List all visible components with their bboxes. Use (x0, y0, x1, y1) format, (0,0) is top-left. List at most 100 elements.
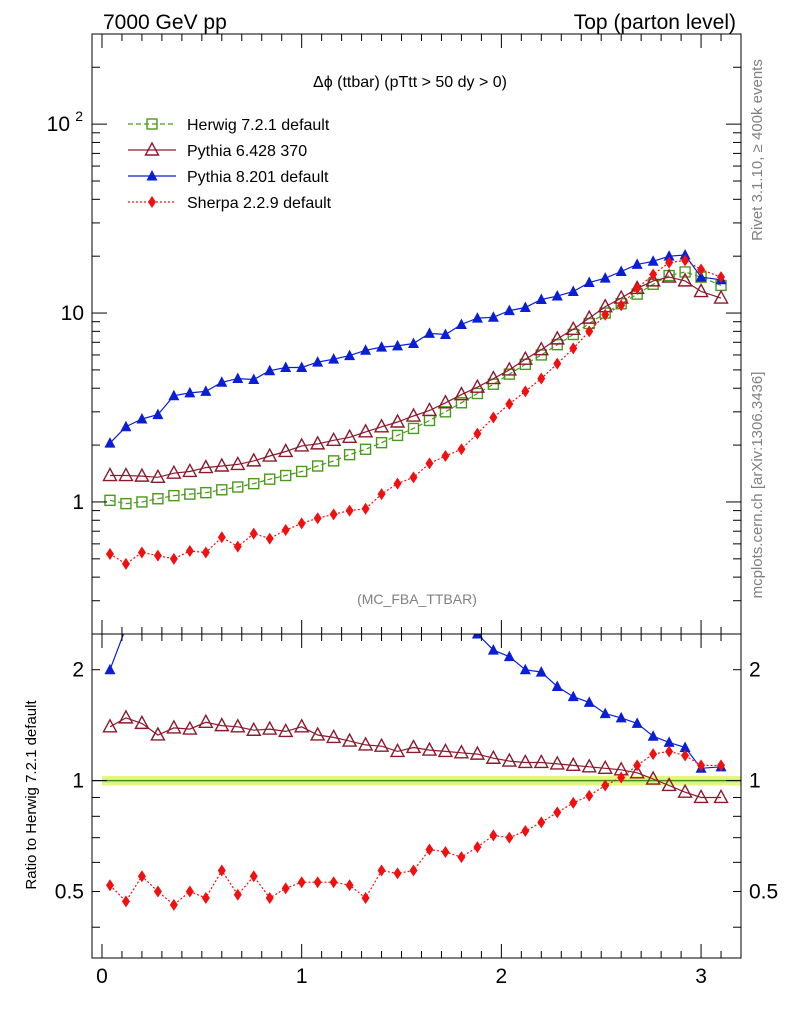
top-point-0-3 (152, 493, 164, 505)
ratio-point-0-28 (549, 755, 565, 770)
top-point-3-21 (441, 450, 450, 463)
ratio-point-0-33 (629, 764, 645, 779)
top-point-0-12 (295, 465, 308, 478)
top-point-1-10 (262, 447, 278, 462)
top-point-2-3 (152, 408, 164, 420)
top-point-0-11 (280, 469, 292, 482)
top-axes: 1 10 10 2 (47, 33, 742, 635)
top-point-1-25 (501, 361, 518, 376)
ratio-point-0-30 (581, 758, 597, 773)
ratio-point-2-22 (457, 851, 466, 864)
top-point-1-30 (581, 309, 597, 324)
ratio-series-1 (104, 634, 727, 773)
top-point-0-16 (359, 443, 372, 455)
ratio-point-2-34 (649, 748, 658, 761)
top-point-1-8 (230, 455, 246, 471)
ratio-point-2-26 (521, 824, 530, 837)
ratio-point-2-36 (681, 749, 690, 762)
ratio-point-0-6 (198, 713, 214, 728)
top-point-3-28 (553, 357, 562, 370)
ratio-point-1-25 (503, 650, 515, 662)
top-point-1-21 (437, 394, 454, 409)
legend-label-1: Pythia 6.428 370 (187, 143, 307, 160)
ratio-point-2-8 (233, 888, 242, 901)
ratio-y-tick-label-right: 2 (749, 659, 761, 682)
top-point-2-7 (216, 376, 228, 387)
legend-entry-3: Sherpa 2.2.9 default (128, 195, 332, 212)
ratio-point-2-27 (537, 816, 546, 829)
top-point-3-29 (569, 342, 578, 355)
top-y-tick-label: 1 (72, 491, 84, 514)
rivet-label: Rivet 3.1.10, ≥ 400k events (749, 59, 766, 241)
legend-marker-0 (146, 118, 158, 130)
top-point-3-22 (457, 443, 466, 456)
ratio-point-0-18 (389, 742, 406, 758)
ratio-point-2-33 (633, 759, 642, 772)
ratio-point-2-23 (473, 841, 482, 854)
watermark: (MC_FBA_TTBAR) (357, 591, 477, 607)
legend-marker-2 (146, 170, 158, 181)
top-point-2-26 (519, 301, 531, 312)
top-point-1-36 (677, 272, 693, 287)
top-point-0-21 (439, 406, 452, 418)
ratio-point-0-21 (437, 742, 454, 758)
top-point-2-14 (328, 353, 340, 364)
ratio-point-0-1 (118, 709, 134, 724)
top-point-2-29 (567, 285, 579, 297)
ratio-series-group (102, 634, 729, 911)
ratio-point-2-21 (441, 846, 450, 859)
top-point-1-17 (373, 418, 390, 433)
top-point-0-6 (200, 486, 212, 499)
ratio-band (92, 775, 741, 786)
ratio-point-2-5 (185, 885, 194, 898)
top-point-1-19 (405, 407, 422, 422)
ratio-point-1-35 (663, 736, 675, 747)
top-point-2-5 (184, 386, 196, 398)
ratio-point-0-29 (565, 756, 581, 772)
ratio-point-2-14 (329, 876, 338, 889)
top-point-2-21 (439, 328, 451, 339)
top-point-0-17 (375, 436, 388, 449)
top-point-2-17 (376, 341, 388, 352)
top-point-3-26 (521, 385, 530, 398)
legend: Herwig 7.2.1 default Pythia 6.428 370 Pyth… (128, 117, 332, 212)
top-point-1-14 (325, 431, 342, 447)
mcplots-label: mcplots.cern.ch [arXiv:1306.3436] (749, 372, 766, 599)
top-point-1-27 (533, 341, 549, 356)
ratio-point-2-37 (697, 759, 706, 772)
ratio-point-0-22 (453, 744, 470, 759)
ratio-point-1-29 (567, 690, 579, 702)
top-point-1-1 (118, 467, 134, 482)
top-point-2-0 (104, 437, 116, 448)
top-point-2-11 (280, 361, 292, 372)
top-point-0-19 (407, 422, 420, 435)
ratio-point-0-13 (309, 726, 326, 741)
ratio-point-2-1 (121, 895, 130, 908)
top-point-2-13 (312, 356, 324, 367)
top-point-1-9 (246, 452, 262, 467)
top-point-2-19 (408, 337, 420, 348)
ratio-point-1-32 (615, 711, 627, 723)
ratio-point-2-32 (617, 771, 626, 784)
top-point-2-36 (679, 248, 691, 260)
top-point-3-8 (233, 540, 242, 553)
ratio-point-0-8 (230, 718, 246, 733)
top-point-1-16 (357, 423, 374, 438)
top-point-3-14 (329, 508, 338, 521)
ratio-point-0-24 (485, 749, 502, 764)
top-series-group (102, 248, 729, 570)
legend-label-3: Sherpa 2.2.9 default (187, 195, 332, 212)
ratio-point-0-23 (469, 745, 486, 760)
ratio-plot: 0 1 2 3 0.5 0.5 1 1 2 2 Ratio to Herwig 7.2.1 def… (23, 633, 778, 988)
top-point-0-10 (264, 473, 276, 485)
ratio-point-0-26 (517, 754, 534, 769)
ratio-point-1-31 (599, 707, 611, 719)
top-point-3-6 (201, 546, 210, 559)
top-point-1-38 (713, 289, 729, 304)
top-point-3-36 (681, 254, 690, 267)
top-point-1-11 (278, 443, 294, 458)
top-point-0-1 (120, 497, 132, 510)
top-point-0-5 (184, 488, 196, 500)
top-point-0-7 (216, 484, 228, 496)
